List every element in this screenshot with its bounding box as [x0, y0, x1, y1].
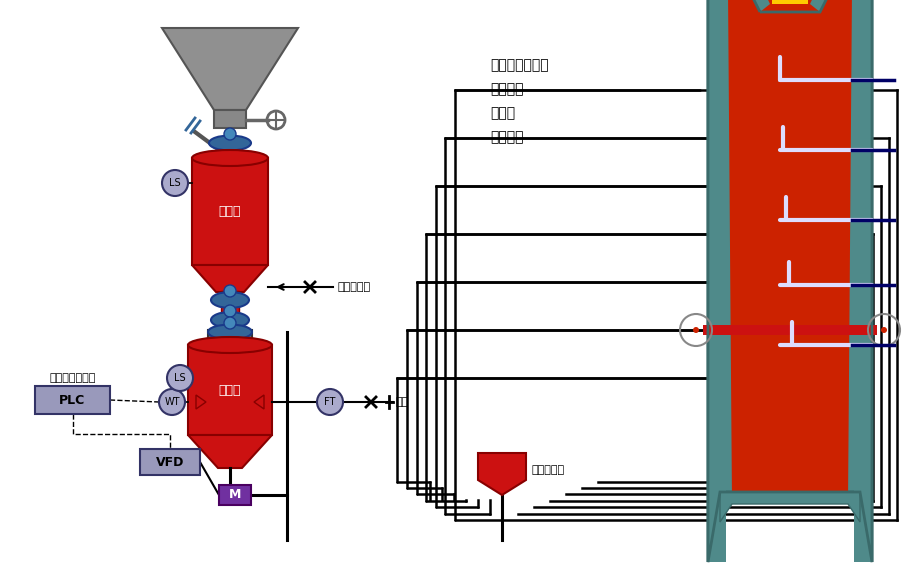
Text: FT: FT	[325, 397, 336, 407]
FancyBboxPatch shape	[188, 345, 272, 435]
Polygon shape	[188, 435, 272, 468]
Text: 循环流化床锅炉: 循环流化床锅炉	[490, 58, 549, 72]
Ellipse shape	[209, 136, 251, 150]
Text: LS: LS	[174, 373, 186, 383]
Polygon shape	[478, 453, 526, 495]
Circle shape	[159, 389, 185, 415]
Text: LS: LS	[170, 178, 180, 188]
Text: PLC: PLC	[59, 394, 85, 407]
Text: 燔炼炉: 燔炼炉	[490, 106, 515, 120]
Polygon shape	[708, 0, 726, 562]
Circle shape	[224, 128, 236, 140]
Text: 噴吹罐: 噴吹罐	[219, 383, 241, 396]
Text: 收料罐: 收料罐	[219, 205, 241, 218]
Circle shape	[881, 327, 887, 333]
Text: 炼铁高炉: 炼铁高炉	[490, 82, 523, 96]
Ellipse shape	[208, 324, 252, 340]
FancyBboxPatch shape	[192, 158, 268, 265]
Text: WT: WT	[164, 397, 180, 407]
Circle shape	[167, 365, 193, 391]
FancyBboxPatch shape	[140, 449, 200, 475]
FancyBboxPatch shape	[35, 386, 110, 414]
Polygon shape	[196, 395, 206, 409]
Polygon shape	[725, 0, 770, 12]
Text: 给料里连续可调: 给料里连续可调	[49, 373, 95, 383]
Polygon shape	[708, 0, 872, 562]
Polygon shape	[731, 0, 849, 4]
Polygon shape	[254, 395, 264, 409]
FancyBboxPatch shape	[772, 0, 808, 4]
Circle shape	[693, 327, 699, 333]
Text: 管路分配器: 管路分配器	[532, 465, 565, 475]
Polygon shape	[162, 28, 298, 110]
Ellipse shape	[211, 312, 249, 328]
Ellipse shape	[188, 337, 272, 353]
Text: M: M	[229, 488, 241, 502]
FancyBboxPatch shape	[214, 110, 246, 128]
Text: 炼钉电炉: 炼钉电炉	[490, 130, 523, 144]
Circle shape	[317, 389, 343, 415]
Text: VFD: VFD	[156, 455, 184, 468]
Circle shape	[224, 317, 236, 329]
Polygon shape	[720, 492, 860, 522]
Circle shape	[224, 285, 236, 297]
Polygon shape	[810, 0, 855, 12]
FancyBboxPatch shape	[219, 485, 251, 505]
FancyBboxPatch shape	[221, 291, 239, 320]
Ellipse shape	[211, 292, 249, 308]
FancyBboxPatch shape	[703, 325, 877, 335]
FancyBboxPatch shape	[208, 330, 252, 340]
Polygon shape	[726, 0, 854, 504]
Text: 气源: 气源	[396, 397, 409, 407]
Ellipse shape	[192, 150, 268, 166]
Circle shape	[162, 170, 188, 196]
Polygon shape	[854, 0, 872, 562]
Circle shape	[224, 305, 236, 317]
Text: 流化加压气: 流化加压气	[338, 282, 371, 292]
Polygon shape	[192, 265, 268, 292]
